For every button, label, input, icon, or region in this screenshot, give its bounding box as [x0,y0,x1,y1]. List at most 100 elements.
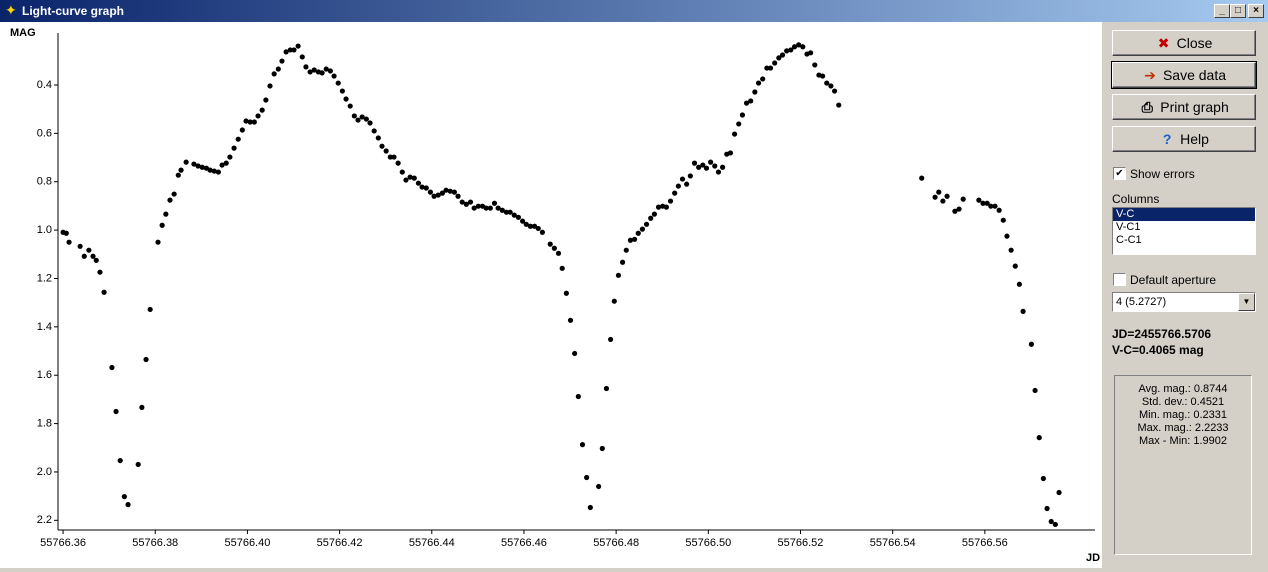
data-point [808,50,814,56]
data-point [824,80,830,86]
data-point [167,197,173,203]
data-point [603,385,610,392]
data-point [335,80,341,86]
data-point [287,47,293,53]
data-point [940,198,946,204]
data-point [387,154,393,160]
data-point [483,205,489,211]
data-point [779,52,786,58]
data-point [596,483,602,490]
data-point [527,223,534,229]
data-point [283,49,289,55]
y-tick-label: 0.4 [37,79,52,91]
data-point [1048,518,1054,525]
aperture-select[interactable]: 4 (5.2727) ▼ [1112,292,1256,312]
y-tick-label: 2.0 [37,466,52,478]
data-point [178,167,184,173]
data-point [639,226,646,232]
data-point [263,97,269,103]
save-data-button[interactable]: ➔ Save data [1111,61,1257,89]
data-point [539,229,545,235]
data-point [495,205,501,211]
data-point [1044,505,1050,512]
data-point [547,241,553,247]
data-point [1008,247,1014,253]
data-point [691,160,698,166]
data-point [271,71,277,77]
y-tick-label: 1.6 [37,369,52,381]
data-point [623,247,629,253]
maximize-button[interactable]: □ [1230,4,1246,18]
x-tick-label: 55766.38 [132,537,178,549]
data-point [219,162,225,168]
data-point [1032,387,1038,394]
data-point [471,205,477,211]
data-point [431,193,437,199]
data-point [784,48,790,54]
data-point [319,70,325,76]
data-point [183,159,189,165]
show-errors-checkbox[interactable]: ✔ [1113,167,1126,180]
data-point [764,65,770,71]
data-point [77,243,83,249]
data-point [828,83,834,89]
x-tick-label: 55766.44 [409,537,455,549]
data-point [984,200,990,206]
window-title: Light-curve graph [22,4,125,18]
button-label: Save data [1162,67,1227,83]
data-point [487,205,493,211]
data-point [1016,281,1023,287]
side-panel: ✖ Close ➔ Save data ⎙ Print graph ? Help ✔ S… [1103,22,1268,572]
data-point [411,175,417,181]
list-item[interactable]: V-C [1113,208,1255,221]
data-point [655,204,662,210]
data-point [435,192,441,198]
data-point [227,154,233,160]
x-axis-label: JD [1086,552,1100,564]
data-point [980,200,986,206]
data-point [63,230,69,236]
data-point [608,336,614,343]
help-button[interactable]: ? Help [1112,126,1256,152]
data-point [1004,233,1010,239]
data-point [455,193,461,199]
data-point [812,62,818,68]
x-tick-label: 55766.42 [317,537,363,549]
data-point [551,245,557,251]
data-point [391,154,397,160]
data-point [988,203,994,209]
title-bar: ✦ Light-curve graph _ □ × [0,0,1268,22]
data-point [960,196,966,202]
data-point [459,199,465,205]
default-aperture-checkbox[interactable] [1113,273,1126,286]
data-point [507,209,513,215]
light-curve-chart: MAG JD 0.4 0.6 0.8 1.0 1.2 1.4 1.6 1.8 2.0 2.2 557… [0,22,1102,568]
data-point [215,169,221,175]
data-point [936,189,942,195]
list-item[interactable]: C-C1 [1116,234,1142,246]
minimize-button[interactable]: _ [1214,4,1230,18]
data-point [491,200,498,206]
data-point [415,180,422,186]
data-point [587,504,593,511]
data-point [339,88,345,94]
data-point [752,89,758,95]
data-point [467,199,474,205]
data-point [791,44,798,50]
data-point [211,168,217,174]
print-graph-button[interactable]: ⎙ Print graph [1112,94,1256,120]
list-item[interactable]: V-C1 [1116,221,1141,233]
data-point [663,204,669,210]
close-button[interactable]: ✖ Close [1112,30,1256,56]
app-icon: ✦ [5,2,17,18]
data-point [739,112,746,118]
data-point [447,188,453,194]
data-point [776,55,782,61]
close-window-button[interactable]: × [1248,4,1264,18]
data-point [932,194,938,200]
data-point [755,80,762,86]
data-point [679,176,686,182]
data-point [139,404,145,410]
stat-line: Min. mag.: 0.2331 [1138,409,1228,421]
